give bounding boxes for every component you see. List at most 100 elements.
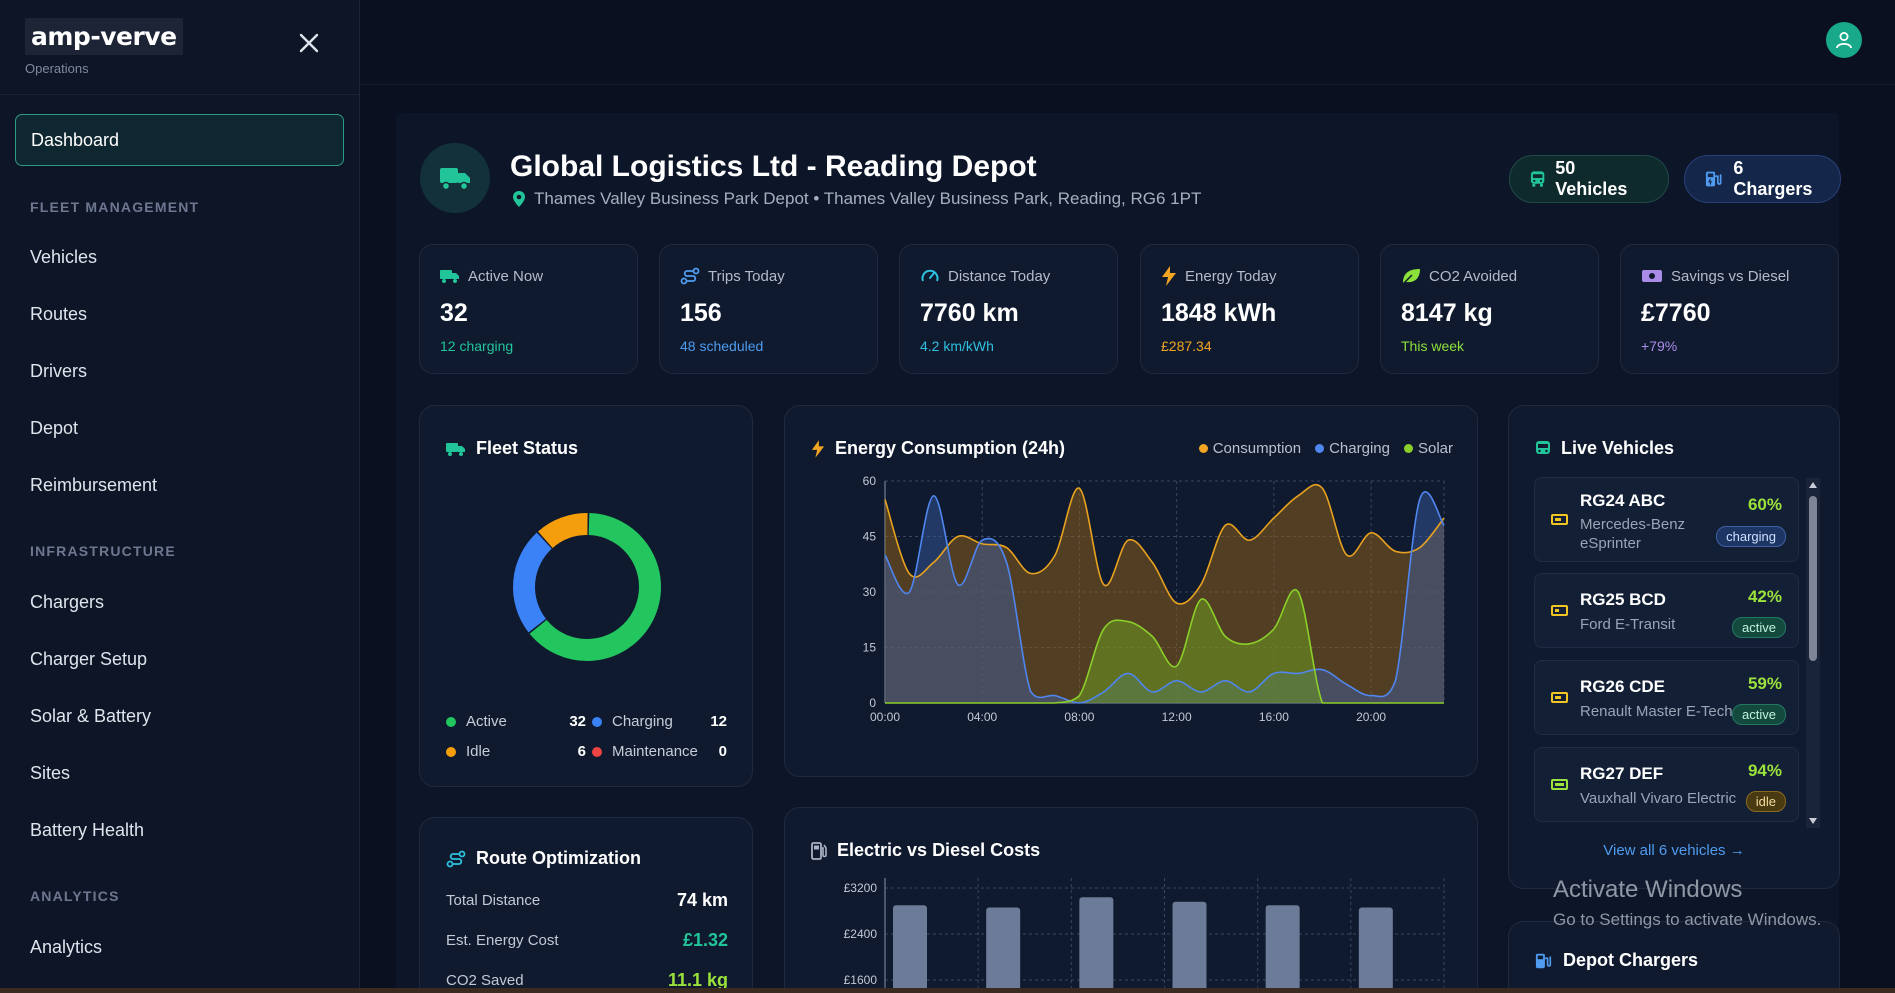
truck-icon [440,270,459,283]
fleet-status-title-row: Fleet Status [446,438,578,459]
nav-item-dashboard[interactable]: Dashboard [15,114,344,166]
donut-slice-idle[interactable] [538,513,588,549]
stat-value: 32 [440,299,468,327]
battery-icon [1551,513,1568,525]
nav-item-charger-setup[interactable]: Charger Setup [30,649,148,669]
nav-item-chargers[interactable]: Chargers [30,592,105,612]
y-tick-label: £3200 [844,881,878,895]
nav-item-drivers[interactable]: Drivers [30,361,87,381]
nav-item-routes[interactable]: Routes [30,304,88,324]
vehicle-reg: RG26 CDE [1580,677,1666,696]
close-sidebar-button[interactable] [294,30,324,60]
truck-icon [440,168,470,191]
vehicle-battery-percent: 59% [1747,674,1782,693]
close-icon [299,33,319,53]
nav-item-depot[interactable]: Depot [30,418,79,438]
cost-bar[interactable] [1079,897,1114,993]
depot-truck-badge [420,143,490,213]
live-title: Live Vehicles [1561,438,1675,458]
legend-dot [446,746,456,757]
cost-bar[interactable] [1358,907,1393,993]
live-vehicle-item[interactable]: RG26 CDE Renault Master E-Tech 59% activ… [1534,660,1799,735]
route-row-co2-saved: CO2 Saved 11.1 kg [446,970,728,991]
stat-card-trips-today: Trips Today 156 48 scheduled [659,244,878,374]
stat-subtext: 12 charging [440,338,514,354]
vehicle-battery-percent: 42% [1747,587,1782,606]
route-value: 11.1 kg [667,970,728,990]
legend-idle: Idle [446,743,490,760]
stat-subtext: This week [1401,338,1465,354]
logo[interactable]: amp-verve [25,18,183,55]
nav-item-reimbursement[interactable]: Reimbursement [30,475,158,495]
fleet-status-card: Fleet Status Active 32 Charging 12 Idle … [419,405,753,787]
donut-slice-active[interactable] [529,513,661,661]
cost-bar[interactable] [1265,905,1300,993]
y-tick-label: 45 [863,530,877,544]
status-badge: active [1732,617,1786,638]
legend-label: Solar [1417,440,1453,457]
route-row-distance: Total Distance 74 km [446,890,728,911]
y-tick-label: 0 [869,696,876,710]
sidebar-divider [0,94,360,95]
bus-icon [1536,440,1550,454]
route-label: Total Distance [446,892,541,909]
y-tick-label: £1600 [844,973,878,987]
legend-charging: Charging [592,713,673,730]
live-vehicle-item[interactable]: RG25 BCD Ford E-Transit 42% active [1534,573,1799,648]
live-vehicle-item[interactable]: RG27 DEF Vauxhall Vivaro Electric 94% id… [1534,747,1799,822]
sidebar: amp-verve Operations Dashboard FLEET MAN… [0,0,360,993]
brand-subtitle: Operations [25,61,89,76]
nav-item-sites[interactable]: Sites [30,763,71,783]
nav-item-solar-battery[interactable]: Solar & Battery [30,706,152,726]
lightning-icon [811,439,825,458]
energy-title: Energy Consumption (24h) [835,438,1066,458]
view-all-vehicles-link[interactable]: View all 6 vehicles → [1603,842,1745,859]
battery-icon [1551,778,1568,790]
cost-bar[interactable] [893,905,927,993]
windows-activation-subtitle: Go to Settings to activate Windows. [1553,910,1822,929]
lightning-icon [1162,266,1176,286]
charging-station-icon [1705,171,1722,187]
y-tick-label: 15 [863,641,877,655]
route-value: 74 km [676,890,728,910]
legend-maintenance: Maintenance [592,743,698,760]
stat-value: 156 [680,299,722,327]
scroll-down-arrow-icon[interactable] [1809,818,1817,824]
scrollbar-thumb[interactable] [1809,496,1817,661]
vehicle-reg: RG25 BCD [1580,590,1666,609]
user-avatar-button[interactable] [1826,22,1862,58]
brand[interactable]: amp-verve Operations [25,18,183,76]
cost-bar[interactable] [986,907,1021,993]
stat-label: Trips Today [708,267,785,285]
page-title: Global Logistics Ltd - Reading Depot [510,150,1037,183]
nav-item-battery-health[interactable]: Battery Health [30,820,145,840]
fuel-pump-icon [811,841,827,860]
donut-slice-charging[interactable] [513,532,553,633]
depot-chargers-card: Depot Chargers [1508,921,1840,993]
nav-item-analytics[interactable]: Analytics [30,937,103,957]
route-value: £1.32 [682,930,728,950]
scroll-up-arrow-icon[interactable] [1809,482,1817,488]
truck-icon [446,442,465,456]
x-tick-label: 00:00 [870,710,900,724]
chargers-count-label: 6 Chargers [1733,158,1813,199]
stat-subtext: 48 scheduled [680,338,764,354]
route-optimization-card: Route Optimization Total Distance 74 km … [419,817,753,993]
legend-label: Charging [612,713,673,730]
fleet-status-title: Fleet Status [476,438,579,458]
chargers-count-pill[interactable]: 6 Chargers [1684,155,1841,203]
vehicle-reg: RG27 DEF [1580,764,1664,783]
live-vehicles-scrollbar[interactable] [1806,478,1820,828]
cost-bar[interactable] [1172,901,1207,993]
battery-icon [1551,691,1568,703]
legend-dot [592,716,602,727]
status-badge: idle [1745,791,1786,812]
live-vehicle-item[interactable]: RG24 ABC Mercedes-Benz eSprinter 60% cha… [1534,477,1799,562]
depot-chargers-title-row: Depot Chargers [1535,950,1698,971]
vehicles-count-pill[interactable]: 50 Vehicles [1509,155,1669,203]
nav-item-vehicles[interactable]: Vehicles [30,247,98,267]
nav-section-infrastructure: INFRASTRUCTURE [30,543,176,559]
stat-label-row: Active Now [440,265,617,287]
x-tick-label: 16:00 [1259,710,1289,724]
